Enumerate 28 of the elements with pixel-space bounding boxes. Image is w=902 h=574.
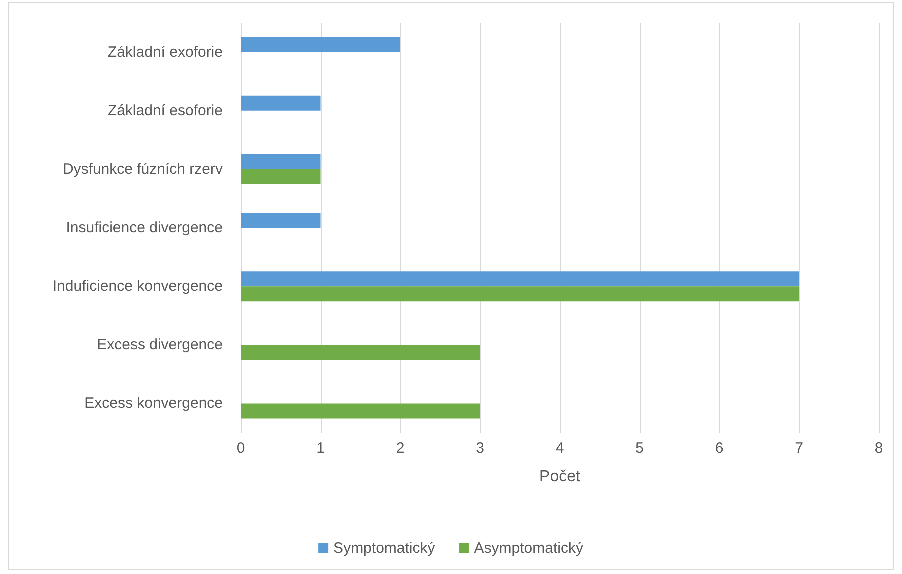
y-tick-label: Excess konvergence: [84, 395, 223, 412]
x-tick-label: 7: [795, 440, 804, 457]
x-tick-label: 2: [396, 440, 405, 457]
bar: [241, 345, 480, 360]
bar: [241, 213, 321, 228]
bar: [241, 169, 321, 184]
x-tick-label: 6: [715, 440, 724, 457]
bar: [241, 37, 400, 52]
bar: [241, 286, 800, 302]
legend-label: Asymptomatický: [474, 540, 584, 557]
y-tick-label: Dysfunkce fúzních rzerv: [62, 160, 224, 178]
x-tick-label: 0: [236, 440, 246, 457]
y-tick-label: Základní exoforie: [108, 44, 223, 61]
y-tick-label: Excess divergence: [97, 336, 223, 354]
bar: [241, 154, 321, 170]
legend-label: Symptomatický: [334, 540, 436, 557]
y-tick-label: Základní esoforie: [108, 102, 223, 120]
x-tick-label: 8: [874, 440, 884, 457]
x-axis-title: Počet: [540, 468, 582, 486]
y-tick-label: Induficience konvergence: [52, 278, 223, 296]
x-tick-label: 3: [476, 440, 484, 457]
x-tick-label: 4: [556, 440, 564, 457]
bar: [241, 96, 321, 111]
bar: [241, 404, 480, 419]
x-tick-label: 1: [316, 440, 325, 457]
y-tick-label: Insuficience divergence: [66, 220, 223, 236]
bar: [241, 272, 800, 287]
x-tick-label: 5: [636, 440, 644, 457]
